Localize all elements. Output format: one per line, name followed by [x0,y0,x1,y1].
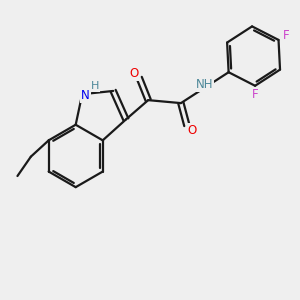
Text: F: F [252,88,259,101]
Text: NH: NH [196,78,213,91]
Text: N: N [81,89,90,102]
Text: O: O [129,67,139,80]
Text: H: H [91,81,99,91]
Text: O: O [188,124,197,137]
Text: F: F [283,28,289,42]
